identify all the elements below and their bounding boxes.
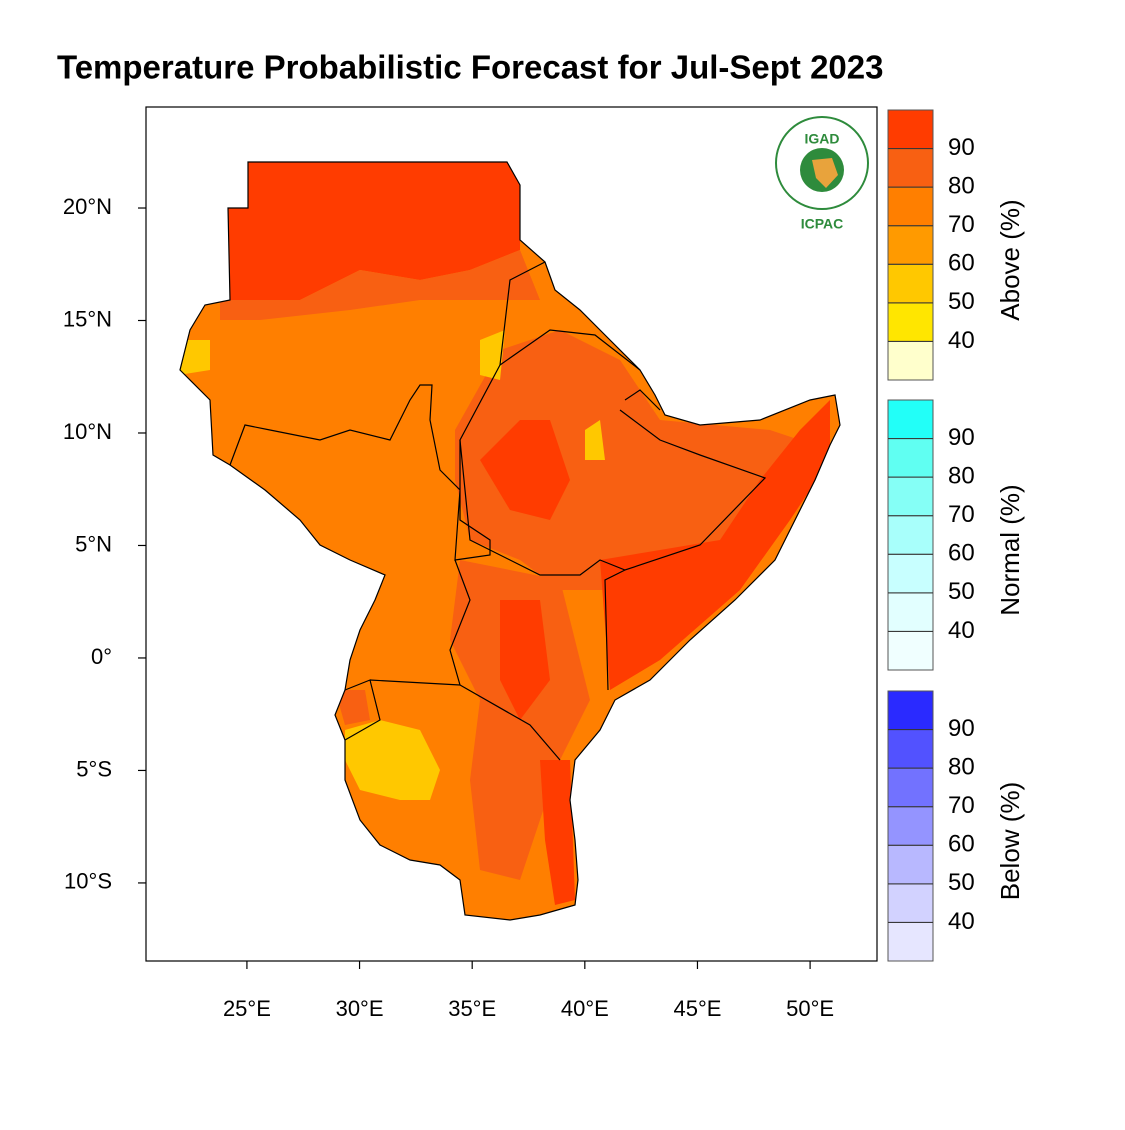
- colorbar-bin: [887, 553, 934, 594]
- colorbar-title: Below (%): [995, 782, 1025, 900]
- colorbar-title: Above (%): [995, 199, 1025, 320]
- colorbar-tick-label: 40: [948, 908, 975, 935]
- colorbar-tick-label: 80: [948, 462, 975, 489]
- y-tick-label: 15°N: [63, 306, 112, 331]
- colorbar-bin: [887, 690, 934, 730]
- x-tick-label: 30°E: [336, 996, 384, 1021]
- colorbar-tick-label: 90: [948, 715, 975, 742]
- colorbar-tick-label: 60: [948, 250, 975, 277]
- logo-text: ICPAC: [801, 216, 844, 232]
- colorbar-bin: [887, 806, 934, 846]
- y-tick-label: 5°S: [76, 756, 112, 781]
- colorbar-bin: [887, 302, 934, 342]
- colorbar-frame: [887, 109, 934, 381]
- colorbar-title: Normal (%): [995, 484, 1025, 615]
- colorbar-frame: [887, 690, 934, 962]
- x-tick-label: 50°E: [786, 996, 834, 1021]
- x-tick-label: 25°E: [223, 996, 271, 1021]
- colorbar-bin: [887, 341, 934, 381]
- colorbar-bin: [887, 476, 934, 517]
- colorbar-tick-label: 40: [948, 327, 975, 354]
- colorbar-bin: [887, 438, 934, 478]
- colorbar-bin: [887, 186, 934, 227]
- colorbar-bin: [887, 515, 934, 555]
- colorbar-tick-label: 90: [948, 424, 975, 451]
- colorbar-tick-label: 60: [948, 831, 975, 858]
- y-tick-label: 20°N: [63, 194, 112, 219]
- logo: IGAD ICPAC: [775, 116, 869, 232]
- logo-text: IGAD: [805, 131, 840, 147]
- y-tick-label: 10°N: [63, 419, 112, 444]
- colorbar-tick-label: 50: [948, 578, 975, 605]
- colorbar-bin: [887, 225, 934, 265]
- x-tick-label: 35°E: [448, 996, 496, 1021]
- colorbar-frame: [887, 399, 934, 671]
- colorbar-tick-label: 60: [948, 540, 975, 567]
- y-tick-label: 10°S: [64, 869, 112, 894]
- colorbar-bin: [887, 263, 934, 304]
- colorbar-tick-label: 90: [948, 134, 975, 161]
- map-frame: [145, 106, 878, 962]
- y-tick-label: 5°N: [75, 531, 112, 556]
- title: Temperature Probabilistic Forecast for J…: [57, 49, 883, 86]
- colorbar-tick-label: 40: [948, 617, 975, 644]
- colorbar-tick-label: 80: [948, 172, 975, 199]
- colorbar-bin: [887, 729, 934, 769]
- colorbar-bin: [887, 767, 934, 808]
- colorbar-tick-label: 50: [948, 288, 975, 315]
- colorbar-tick-label: 70: [948, 792, 975, 819]
- colorbar-tick-label: 80: [948, 753, 975, 780]
- colorbar-tick-label: 50: [948, 869, 975, 896]
- colorbar-bin: [887, 631, 934, 671]
- colorbar-bin: [887, 592, 934, 632]
- colorbar-bin: [887, 844, 934, 885]
- colorbar-bin: [887, 109, 934, 149]
- x-tick-label: 45°E: [673, 996, 721, 1021]
- colorbar-bin: [887, 399, 934, 439]
- colorbar-tick-label: 70: [948, 211, 975, 238]
- y-tick-label: 0°: [91, 644, 112, 669]
- x-tick-label: 40°E: [561, 996, 609, 1021]
- colorbar-bin: [887, 883, 934, 923]
- colorbar-bin: [887, 148, 934, 188]
- colorbar-tick-label: 70: [948, 501, 975, 528]
- borders: [179, 161, 841, 921]
- logo-shape: [812, 158, 838, 188]
- colorbar-bin: [887, 922, 934, 962]
